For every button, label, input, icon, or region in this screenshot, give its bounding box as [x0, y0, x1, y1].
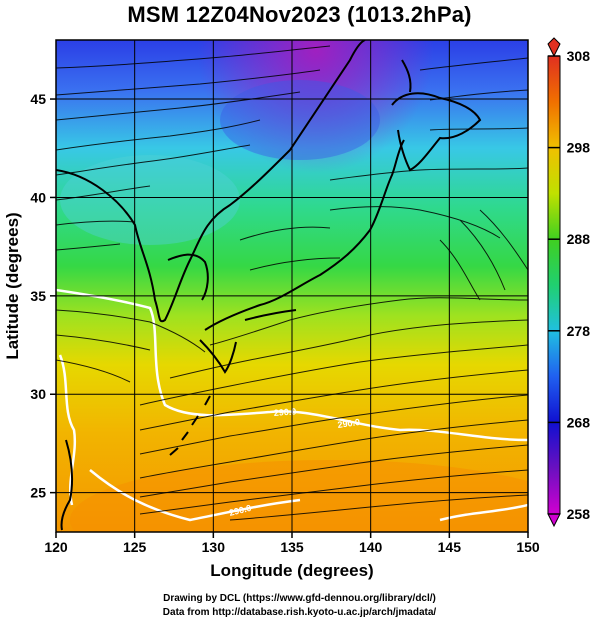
- contour-line: [58, 354, 77, 506]
- y-tick-label: 45: [30, 91, 46, 107]
- y-axis-title: Latitude (degrees): [3, 212, 22, 359]
- gridlines: [56, 40, 528, 532]
- colorbar-tick-label: 278: [567, 323, 591, 339]
- x-tick-label: 150: [516, 539, 540, 555]
- colorbar-bottom-arrow: [547, 513, 561, 528]
- x-tick-label: 130: [202, 539, 226, 555]
- x-axis-title: Longitude (degrees): [210, 561, 373, 580]
- x-tick-label: 135: [280, 539, 304, 555]
- y-tick-label: 30: [30, 386, 46, 402]
- y-tick-label: 25: [30, 485, 46, 501]
- contour-label: 290.0: [337, 417, 361, 430]
- footer-credit-drawing: Drawing by DCL (https://www.gfd-dennou.o…: [163, 593, 436, 604]
- colorbar-tick-label: 308: [567, 48, 591, 64]
- contour-line: [89, 469, 301, 522]
- streamlines: [56, 45, 528, 521]
- colorbar-tick-label: 258: [567, 506, 591, 522]
- contour-label: 290.0: [273, 406, 296, 418]
- contour-line: [56, 288, 528, 442]
- x-tick-label: 140: [359, 539, 383, 555]
- x-axis: 120 125 130 135 140 145 150: [44, 532, 540, 555]
- colorbar-tick-label: 298: [567, 140, 591, 156]
- y-axis: 25 30 35 40 45: [30, 91, 56, 501]
- footer-credit-data: Data from http://database.rish.kyoto-u.a…: [162, 607, 437, 618]
- colorbar-scale: [547, 55, 561, 515]
- x-tick-label: 125: [123, 539, 147, 555]
- x-tick-label: 120: [44, 539, 68, 555]
- map-title: MSM 12Z04Nov2023 (1013.2hPa): [127, 2, 472, 27]
- x-tick-label: 145: [438, 539, 462, 555]
- colorbar: 308 298 288 278 268 258: [547, 37, 591, 528]
- y-tick-label: 35: [30, 288, 46, 304]
- colorbar-tick-label: 288: [567, 231, 591, 247]
- y-tick-label: 40: [30, 189, 46, 205]
- colorbar-top-arrow: [547, 37, 561, 58]
- colorbar-tick-label: 268: [567, 414, 591, 430]
